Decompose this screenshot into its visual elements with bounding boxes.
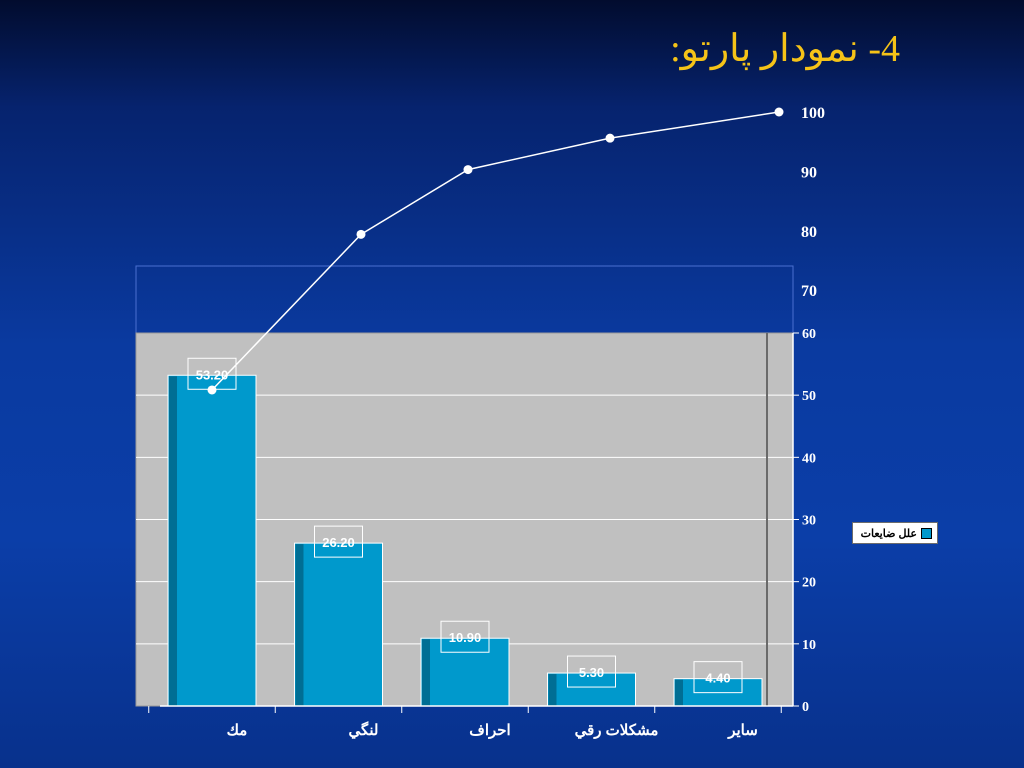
bar-edge <box>169 376 177 706</box>
category-label: ساير <box>727 722 758 739</box>
bar-edge <box>295 544 304 706</box>
category-label: مشكلات رقي <box>575 722 659 740</box>
data-label: 5.30 <box>579 665 604 680</box>
bar <box>167 374 257 707</box>
cumulative-tick-label: 90 <box>801 164 817 181</box>
cumulative-tick-label: 80 <box>801 224 817 241</box>
data-label-box <box>567 655 616 688</box>
slide-title: 4- نمودار پارتو: <box>670 28 900 70</box>
bar-edge <box>422 639 430 706</box>
cumulative-tick-label: 70 <box>801 283 817 300</box>
data-label: 26.20 <box>322 535 355 550</box>
data-label-box <box>693 661 743 694</box>
y-tick-label: 0 <box>802 700 809 715</box>
legend-swatch <box>921 527 932 539</box>
legend-label: علل ضايعات <box>860 527 917 540</box>
bar <box>547 672 636 707</box>
data-label: 10.90 <box>449 630 482 645</box>
bar <box>420 637 510 707</box>
y-tick-label: 30 <box>802 514 816 529</box>
category-label: مك <box>227 722 248 739</box>
category-label: احراف <box>469 722 510 739</box>
cumulative-point <box>356 229 366 239</box>
y-tick-label: 20 <box>802 576 816 591</box>
upper-plot-border <box>135 265 794 334</box>
data-label-box <box>440 620 490 653</box>
y-tick-label: 10 <box>802 638 816 653</box>
y-tick-label: 40 <box>802 451 816 466</box>
bar <box>294 542 383 707</box>
cumulative-point <box>207 385 217 395</box>
category-label: لنگي <box>349 721 379 740</box>
data-label: 53.20 <box>196 367 229 382</box>
bar-edge <box>675 679 683 706</box>
y-tick-label: 50 <box>802 389 816 404</box>
cumulative-tick-label: 100 <box>801 105 825 122</box>
data-label: 4.40 <box>705 671 730 686</box>
cumulative-point <box>463 165 473 175</box>
data-label-box <box>314 525 363 558</box>
cumulative-point <box>774 107 784 117</box>
chart-legend: علل ضايعات <box>852 522 938 544</box>
bar-edge <box>548 674 557 706</box>
y-tick-label: 60 <box>802 327 816 342</box>
cumulative-point <box>605 133 615 143</box>
